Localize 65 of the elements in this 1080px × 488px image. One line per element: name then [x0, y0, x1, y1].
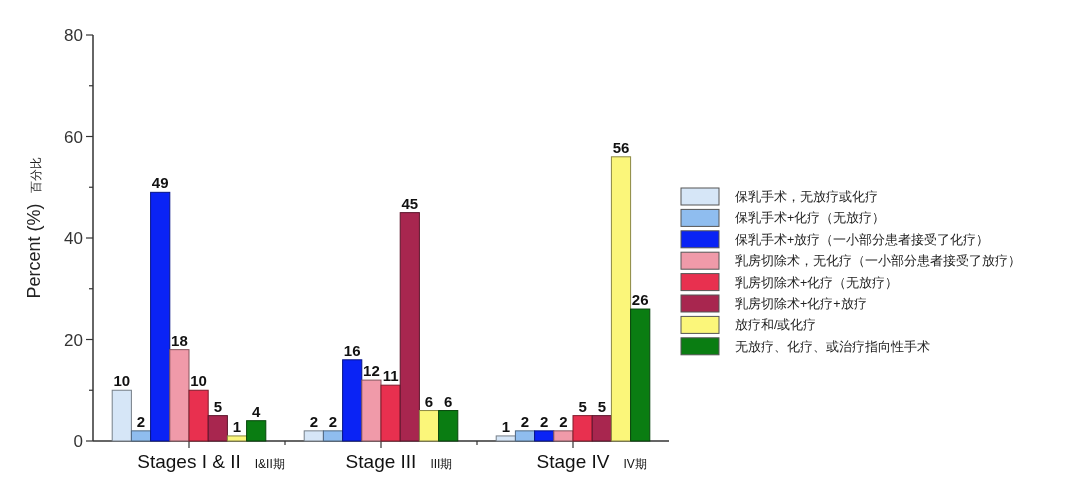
data-label: 6: [424, 392, 434, 410]
data-label: 10: [190, 372, 207, 390]
data-label: 49: [151, 174, 169, 192]
data-label: 16: [343, 341, 361, 359]
legend-label: 保乳手术，无放疗或化疗: [735, 190, 878, 204]
data-label: 18: [171, 331, 188, 349]
bar: [226, 435, 248, 442]
bar: [188, 389, 209, 442]
bar: [246, 420, 267, 442]
bar: [111, 389, 132, 442]
legend-label: 保乳手术+放疗（一小部分患者接受了化疗）: [735, 232, 990, 247]
bar: [399, 212, 420, 442]
bar: [342, 359, 363, 442]
legend-label: 放疗和/或化疗: [735, 318, 817, 333]
data-label: 45: [401, 194, 419, 212]
y-tick-label: 0: [73, 432, 83, 451]
x-tick-label: Stage IV IV期: [536, 451, 647, 472]
bar: [572, 415, 593, 442]
bar: [418, 410, 440, 442]
bar: [361, 379, 382, 442]
bar: [303, 430, 324, 442]
data-label: 56: [612, 138, 630, 156]
data-label: 5: [597, 397, 606, 415]
bar: [630, 308, 651, 442]
data-label: 2: [309, 412, 318, 430]
y-tick-label: 80: [64, 26, 83, 45]
data-label: 2: [520, 412, 530, 430]
x-tick-label: Stage III III期: [345, 451, 453, 472]
y-tick-label: 40: [64, 229, 83, 248]
legend-label: 乳房切除术，无化疗（一小部分患者接受了放疗）: [735, 253, 1021, 269]
data-label: 26: [631, 291, 649, 309]
bar: [610, 156, 632, 442]
data-label: 5: [578, 397, 587, 415]
bar: [553, 430, 574, 442]
bar: [169, 349, 190, 442]
legend-label: 乳房切除术+化疗（无放疗）: [735, 274, 899, 290]
data-label: 1: [501, 417, 510, 435]
y-tick-label: 60: [64, 127, 83, 147]
bar: [495, 435, 516, 442]
bar: [207, 415, 228, 442]
bar: [380, 384, 401, 442]
bar: [514, 430, 536, 442]
data-label: 2: [136, 412, 146, 430]
data-label: 2: [328, 412, 338, 430]
legend-label: 保乳手术+化疗（无放疗）: [735, 211, 886, 226]
legend-label: 乳房切除术+化疗+放疗: [735, 296, 867, 311]
bar: [534, 430, 555, 442]
y-axis-title: Percent (%) 百分比: [24, 157, 44, 299]
data-label: 5: [213, 397, 222, 415]
bar: [150, 191, 171, 442]
data-label: 4: [252, 402, 262, 420]
data-label: 6: [444, 392, 453, 410]
data-label: 2: [540, 412, 549, 430]
data-label: 11: [382, 367, 399, 385]
x-tick-label: Stages I & II I&II期: [137, 451, 285, 472]
bar: [438, 410, 459, 442]
y-tick-label: 20: [64, 330, 83, 350]
data-label: 1: [232, 417, 242, 435]
data-label: 2: [559, 412, 568, 430]
data-label: 12: [363, 362, 380, 380]
data-label: 10: [113, 372, 131, 390]
bar: [591, 415, 612, 442]
legend-label: 无放疗、化疗、或治疗指向性手术: [735, 339, 930, 354]
bar: [322, 430, 344, 442]
bar: [130, 430, 152, 442]
